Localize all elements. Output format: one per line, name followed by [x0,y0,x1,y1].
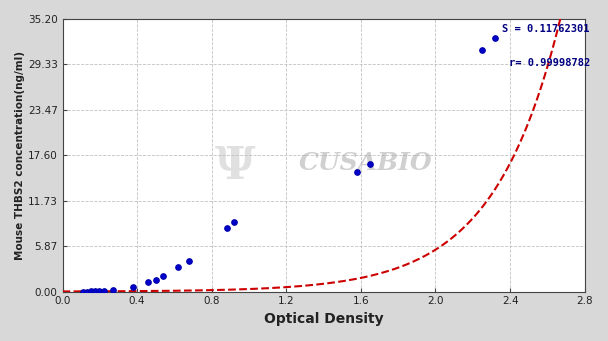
X-axis label: Optical Density: Optical Density [264,312,384,326]
Text: CUSABIO: CUSABIO [299,151,432,176]
Text: r= 0.99998782: r= 0.99998782 [508,58,590,68]
Text: S = 0.11762301: S = 0.11762301 [502,24,590,34]
Y-axis label: Mouse THBS2 concentration(ng/ml): Mouse THBS2 concentration(ng/ml) [15,51,25,260]
Text: Ψ: Ψ [215,145,255,188]
